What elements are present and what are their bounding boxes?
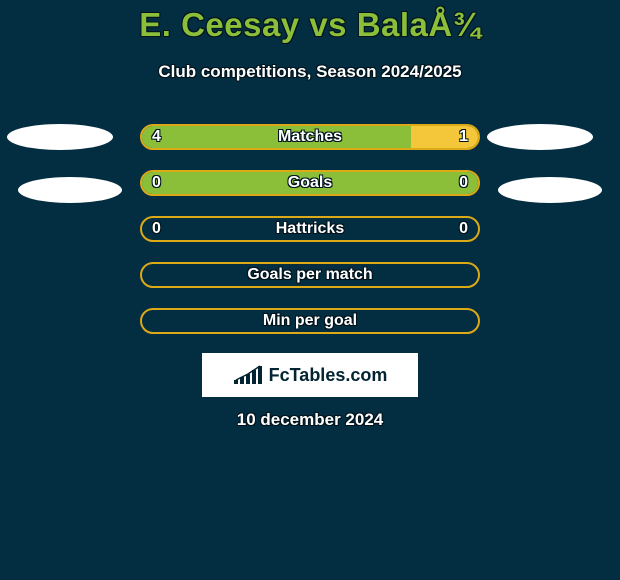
subtitle: Club competitions, Season 2024/2025 [0,62,620,82]
row-label: Goals [140,170,480,196]
comparison-rows: Matches41Goals00Hattricks00Goals per mat… [0,124,620,354]
row-label: Goals per match [140,262,480,288]
row-left-value: 0 [152,216,161,242]
side-ellipse [7,124,113,150]
comparison-row: Min per goal [0,308,620,354]
row-label: Hattricks [140,216,480,242]
row-right-value: 0 [459,216,468,242]
row-left-value: 0 [152,170,161,196]
row-left-value: 4 [152,124,161,150]
row-right-value: 1 [459,124,468,150]
comparison-row: Goals per match [0,262,620,308]
side-ellipse [18,177,122,203]
fctables-logo: FcTables.com [202,353,418,397]
page-title: E. Ceesay vs BalaÅ¾ [0,6,620,44]
logo-bars-icon [233,362,263,389]
row-label: Matches [140,124,480,150]
row-label: Min per goal [140,308,480,334]
side-ellipse [487,124,593,150]
side-ellipse [498,177,602,203]
logo-text: FcTables.com [269,365,388,386]
row-right-value: 0 [459,170,468,196]
comparison-row: Hattricks0 0 [0,216,620,262]
date-label: 10 december 2024 [0,410,620,430]
